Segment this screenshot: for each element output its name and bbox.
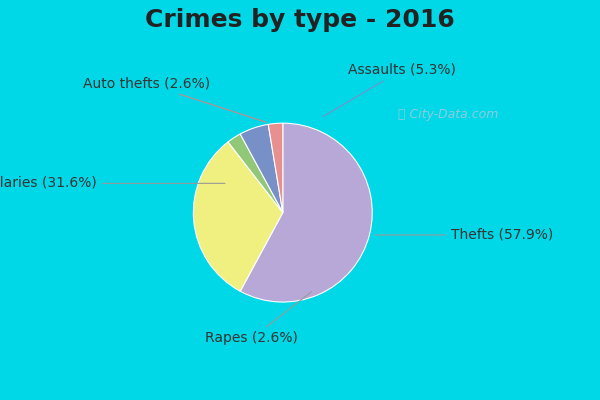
Text: Assaults (5.3%): Assaults (5.3%) <box>323 63 456 116</box>
Text: Crimes by type - 2016: Crimes by type - 2016 <box>145 8 455 32</box>
Wedge shape <box>193 142 283 291</box>
Wedge shape <box>268 123 283 213</box>
Wedge shape <box>240 123 372 302</box>
Text: Thefts (57.9%): Thefts (57.9%) <box>375 228 554 242</box>
Text: ⓘ City-Data.com: ⓘ City-Data.com <box>398 108 499 121</box>
Wedge shape <box>228 134 283 213</box>
Wedge shape <box>240 124 283 213</box>
Text: Auto thefts (2.6%): Auto thefts (2.6%) <box>83 77 266 122</box>
Text: Rapes (2.6%): Rapes (2.6%) <box>205 292 311 345</box>
Text: Burglaries (31.6%): Burglaries (31.6%) <box>0 176 225 190</box>
